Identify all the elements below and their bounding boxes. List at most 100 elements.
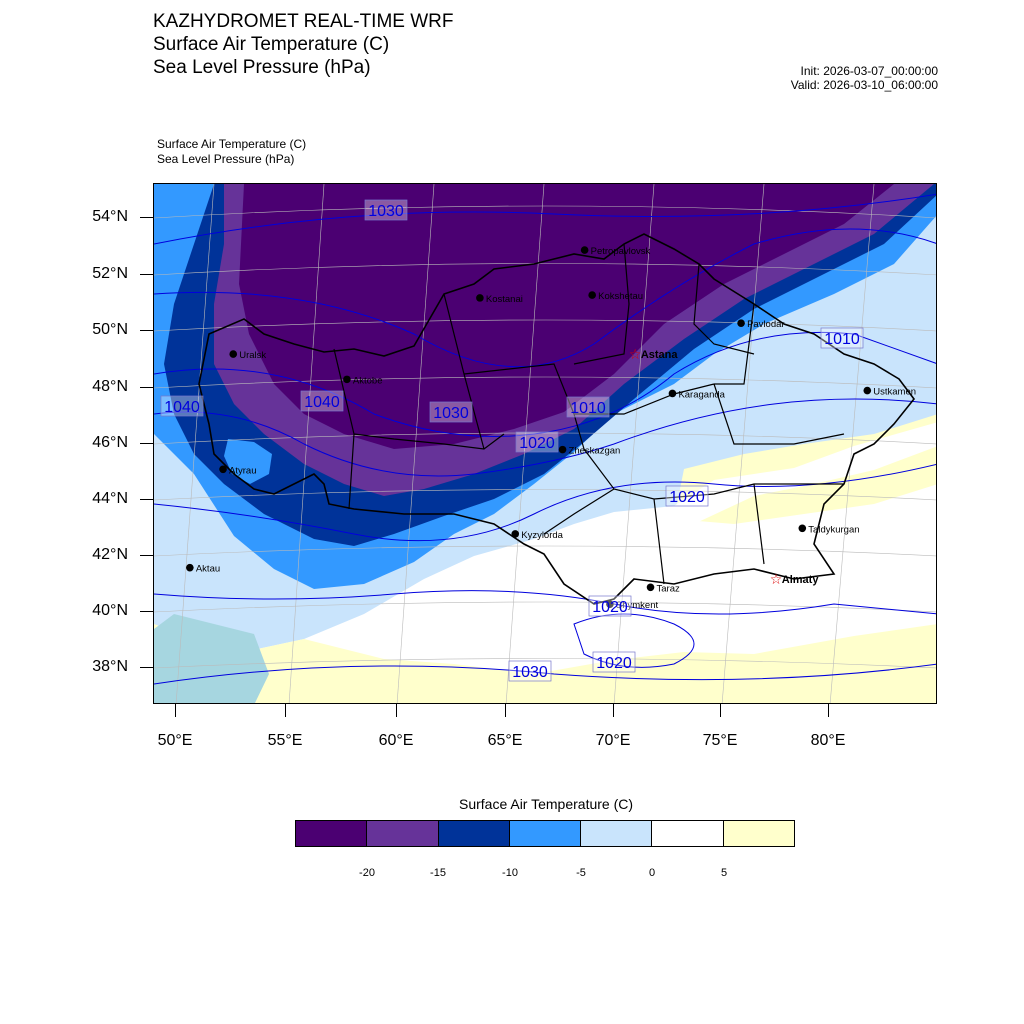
city-dot-icon: [229, 350, 238, 358]
svg-text:1020: 1020: [669, 489, 705, 506]
city-label: Atyrau: [229, 465, 256, 476]
svg-text:1010: 1010: [570, 400, 606, 417]
city-label: Pavlodar: [747, 319, 785, 330]
svg-text:1040: 1040: [304, 394, 340, 411]
city-taraz[interactable]: Taraz: [646, 583, 680, 594]
lon-label: 65°E: [487, 732, 523, 749]
province-borders: [333, 243, 845, 585]
colorbar-seg-m20-m15: [367, 821, 439, 846]
city-astana[interactable]: ☆ Astana: [629, 346, 679, 362]
lon-tick: [828, 704, 829, 717]
lat-tick: [140, 274, 153, 275]
city-karaganda[interactable]: Karaganda: [668, 389, 726, 400]
city-label: Taldykurgan: [808, 524, 859, 535]
city-dot-icon: [186, 563, 194, 572]
svg-text:1020: 1020: [519, 435, 555, 452]
city-label: Kyzylorda: [521, 530, 563, 541]
temperature-colorbar: [295, 820, 795, 847]
weather-map: Petropavlovsk Kostanai Kokshetau Pavlodar Ur…: [154, 184, 936, 703]
city-uralsk[interactable]: Uralsk: [229, 350, 266, 361]
borders: [198, 233, 916, 605]
colorbar-label: 0: [648, 867, 656, 879]
city-shymkent[interactable]: Shymkent: [606, 600, 659, 611]
lon-tick: [175, 704, 176, 717]
temp-band-lt-m20: [239, 184, 894, 449]
isobar-labels-layer: 1030 1010 1010 1020 1020 1030 1020 1020 1040 1040…: [160, 199, 864, 682]
lat-label: 52°N: [92, 265, 128, 282]
city-ustkamen[interactable]: Ustkamen: [863, 387, 916, 398]
colorbar-seg-0-5: [652, 821, 724, 846]
title-line-3: Sea Level Pressure (hPa): [153, 57, 371, 78]
isobar-label: 1020: [665, 485, 709, 507]
city-zheskazgan[interactable]: Zheskazgan: [558, 445, 621, 457]
lat-label: 48°N: [92, 378, 128, 395]
subtitle-line-2: Sea Level Pressure (hPa): [157, 152, 295, 166]
colorbar-label: -5: [576, 867, 586, 879]
aral-sea: [224, 439, 272, 484]
subtitle-line-1: Surface Air Temperature (C): [157, 137, 307, 151]
lat-tick: [140, 667, 153, 668]
city-dot-icon: [646, 583, 655, 592]
isobar-label: 1020: [515, 431, 559, 453]
city-dot-icon: [343, 375, 351, 384]
plot-subtitle: Surface Air Temperature (C) Sea Level Pr…: [157, 137, 306, 167]
city-dot-icon: [588, 291, 596, 299]
lat-label: 46°N: [92, 434, 128, 451]
capital-star-icon: ☆: [770, 571, 783, 587]
city-aktobe[interactable]: Aktobe: [343, 375, 383, 386]
capital-star-icon: ☆: [629, 346, 642, 362]
lat-tick: [140, 555, 153, 556]
city-label: Shymkent: [616, 600, 659, 611]
city-pavlodar[interactable]: Pavlodar: [737, 319, 785, 330]
colorbar-seg-lt-m20: [296, 821, 368, 846]
city-label: Zheskazgan: [569, 446, 621, 457]
svg-text:1030: 1030: [512, 664, 548, 681]
lon-tick: [613, 704, 614, 717]
lat-label: 40°N: [92, 602, 128, 619]
svg-text:1020: 1020: [592, 599, 628, 616]
lat-tick: [140, 499, 153, 500]
lat-tick: [140, 217, 153, 218]
city-label: Kostanai: [486, 294, 523, 305]
lon-tick: [505, 704, 506, 717]
isobar-label: 1030: [429, 401, 473, 423]
lat-tick: [140, 387, 153, 388]
city-dot-icon: [558, 445, 567, 454]
isobar-label: 1010: [566, 396, 610, 418]
colorbar-label: -20: [359, 867, 375, 879]
svg-text:1020: 1020: [596, 655, 632, 672]
city-atyrau[interactable]: Atyrau: [219, 465, 257, 476]
lon-label: 75°E: [702, 732, 738, 749]
isobar-label: 1020: [588, 595, 632, 617]
city-kostanai[interactable]: Kostanai: [476, 294, 523, 305]
colorbar-seg-gt5: [723, 821, 794, 846]
lat-label: 54°N: [92, 208, 128, 225]
isobar-label: 1030: [364, 199, 408, 221]
svg-text:1030: 1030: [433, 405, 469, 422]
city-almaty[interactable]: ☆ Almaty: [770, 571, 820, 587]
lat-tick: [140, 330, 153, 331]
city-taldykurgan[interactable]: Taldykurgan: [798, 524, 860, 535]
lon-label: 70°E: [595, 732, 631, 749]
init-time: Init: 2026-03-07_00:00:00: [800, 64, 938, 78]
svg-text:1040: 1040: [164, 399, 200, 416]
city-kyzylorda[interactable]: Kyzylorda: [511, 530, 564, 541]
isobar-label: 1020: [592, 651, 636, 673]
lat-label: 38°N: [92, 658, 128, 675]
map-panel[interactable]: Petropavlovsk Kostanai Kokshetau Pavlodar Ur…: [153, 183, 937, 704]
city-dot-icon: [219, 465, 227, 474]
colorbar-label: -15: [430, 867, 446, 879]
lat-label: 50°N: [92, 321, 128, 338]
svg-text:1030: 1030: [368, 203, 404, 220]
valid-time: Valid: 2026-03-10_06:00:00: [790, 78, 938, 92]
city-label: Uralsk: [239, 350, 266, 361]
lon-tick: [720, 704, 721, 717]
city-petropavlovsk[interactable]: Petropavlovsk: [580, 246, 651, 257]
city-kokshetau[interactable]: Kokshetau: [588, 291, 643, 302]
city-aktau[interactable]: Aktau: [186, 564, 220, 575]
isobars: [154, 193, 936, 685]
city-dot-icon: [511, 530, 520, 538]
city-label: Kokshetau: [598, 291, 643, 302]
title-line-1: KAZHYDROMET REAL-TIME WRF: [153, 11, 454, 32]
cities-layer: Petropavlovsk Kostanai Kokshetau Pavlodar Ur…: [186, 246, 916, 611]
